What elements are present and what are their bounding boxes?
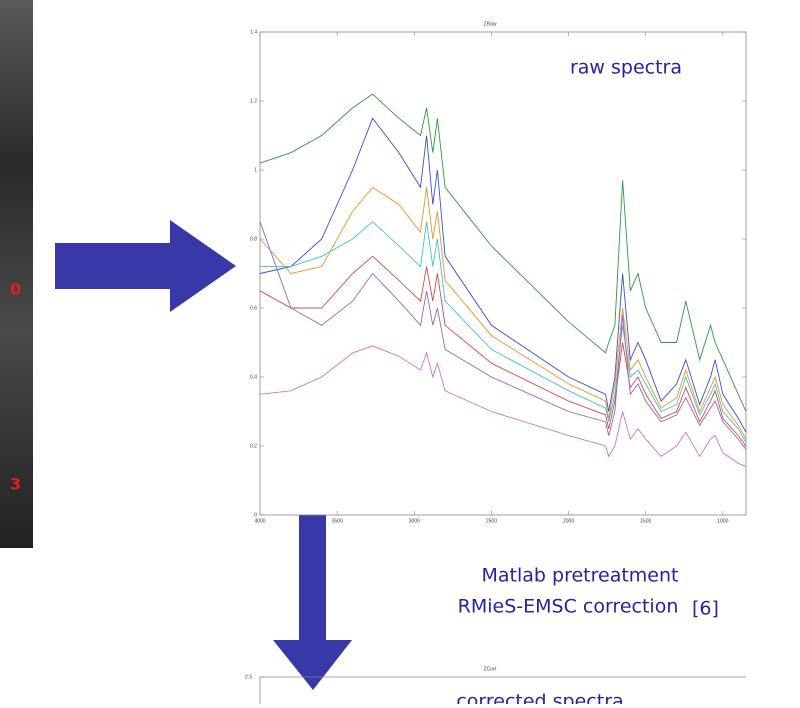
annotation: raw spectra xyxy=(570,57,682,79)
y-tick-label: 0.4 xyxy=(250,374,257,380)
x-tick-label: 3000 xyxy=(409,518,420,524)
y-tick-label: 2.5 xyxy=(245,674,252,680)
y-tick-label: 0.6 xyxy=(250,305,257,311)
spectrum-line xyxy=(259,345,747,468)
y-tick-label: 1.2 xyxy=(250,98,257,104)
spectrum-line xyxy=(259,255,747,447)
y-tick-label: 1 xyxy=(254,167,257,173)
plot-frame xyxy=(259,31,747,516)
spectrum-line xyxy=(259,186,747,440)
chart-title: ZCorr xyxy=(484,666,497,672)
arrow-label: Matlab pretreatment xyxy=(482,565,679,587)
arrow-down xyxy=(273,515,352,690)
arrow-label: RMieS-EMSC correction xyxy=(458,596,679,618)
spectrum-line xyxy=(259,93,747,412)
spectrum-line xyxy=(259,221,747,450)
y-tick-label: 0 xyxy=(254,512,257,518)
y-tick-label: 0.8 xyxy=(250,236,257,242)
x-tick-label: 2000 xyxy=(563,518,574,524)
left-image xyxy=(0,0,33,548)
x-tick-label: 3500 xyxy=(332,518,343,524)
reference: [6] xyxy=(692,598,719,620)
chart-title: ZRaw xyxy=(483,21,496,27)
arrow-right xyxy=(55,220,236,312)
spectrum-line xyxy=(259,117,747,433)
image-label: 3 xyxy=(10,475,21,494)
spectrum-line xyxy=(260,221,747,443)
x-tick-label: 2500 xyxy=(486,518,497,524)
y-tick-label: 0.2 xyxy=(250,443,257,449)
y-tick-label: 1.4 xyxy=(250,29,257,35)
x-tick-label: 4000 xyxy=(254,518,265,524)
x-tick-label: 1000 xyxy=(717,518,728,524)
image-label: 0 xyxy=(10,280,21,299)
x-tick-label: 1500 xyxy=(640,518,651,524)
annotation: corrected spectra xyxy=(456,691,623,705)
